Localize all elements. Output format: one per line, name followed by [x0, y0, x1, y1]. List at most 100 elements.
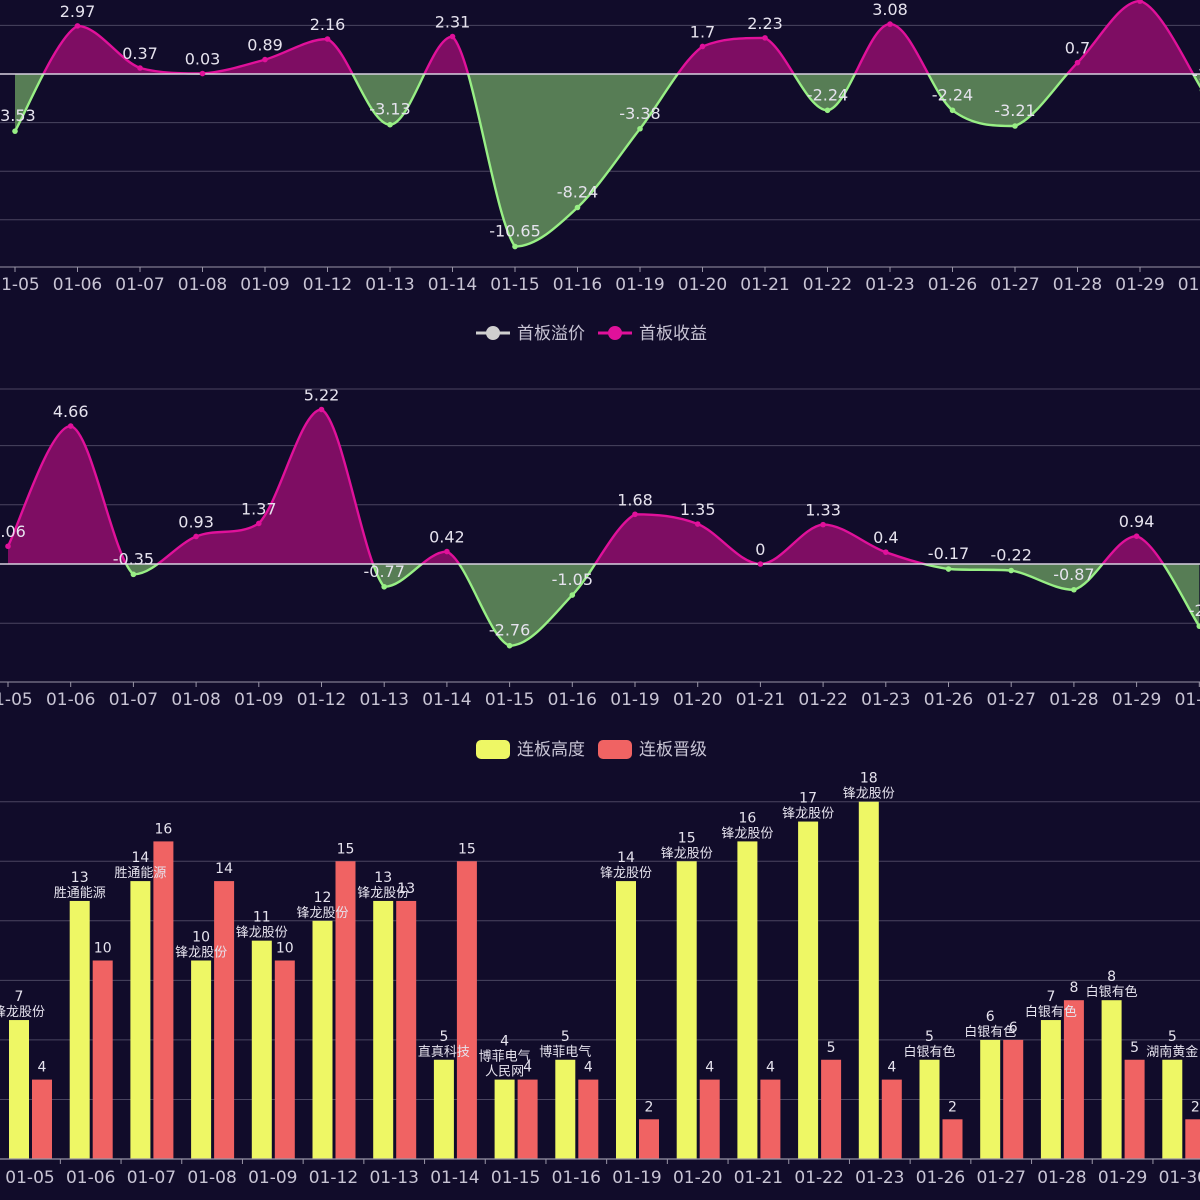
data-point	[945, 566, 952, 572]
x-tick-label: 01-26	[924, 690, 973, 710]
x-tick-label: 01-15	[491, 1168, 540, 1188]
x-tick-label: 01-08	[171, 690, 220, 710]
bar-value-label: 5	[1130, 1040, 1139, 1056]
bar-height	[251, 940, 272, 1159]
data-label: -1.	[1192, 65, 1200, 84]
premium-area-chart: -3.53 2.97 0.37 0.03 0.89 2.16 -3.13 2.31 -10.65…	[0, 0, 1200, 295]
bar-value-label: 5	[827, 1040, 836, 1056]
data-point	[632, 511, 638, 518]
x-tick-label: 01-26	[928, 275, 977, 295]
bar-promotion	[639, 1119, 659, 1159]
data-label: 0.94	[1119, 512, 1155, 531]
bar-stock-label: 锋龙股份	[600, 866, 652, 881]
bar-value-label: 4	[500, 1034, 509, 1050]
streak-bar-chart: 7锋龙股份401-0513胜通能源1001-0614胜通能源1601-0710锋…	[0, 771, 1200, 1188]
bar-value-label: 4	[887, 1060, 896, 1076]
x-tick-label: 01-23	[865, 275, 914, 295]
bar-value-label: 10	[94, 941, 112, 957]
bar-promotion	[396, 900, 417, 1159]
x-tick-label: 01-05	[5, 1168, 54, 1188]
x-tick-label: 01-21	[736, 690, 785, 710]
legend-rect-icon	[476, 740, 510, 759]
x-tick-label: 01-07	[115, 275, 164, 295]
bar-value-label: 16	[738, 810, 756, 826]
x-tick-label: 01-09	[234, 690, 283, 710]
bar-height	[312, 920, 333, 1159]
x-tick-label: 01-22	[798, 690, 847, 710]
bar-height	[676, 861, 697, 1159]
data-point	[324, 36, 331, 42]
x-tick-label: 01-19	[612, 1168, 661, 1188]
bar-value-label: 2	[645, 1099, 654, 1115]
x-tick-label: 01-07	[109, 690, 158, 710]
bar-height	[373, 900, 394, 1159]
area-fill-negative	[8, 564, 1200, 646]
bar-promotion	[153, 841, 174, 1159]
legend-label: 连板晋级	[639, 740, 707, 760]
bar-stock-label: 直真科技	[418, 1045, 470, 1060]
x-tick-label: 01-30	[1159, 1168, 1200, 1188]
data-point	[387, 121, 393, 128]
data-label: -0.77	[363, 562, 404, 581]
data-label: 4.66	[53, 402, 89, 421]
bar-value-label: 7	[1046, 989, 1055, 1005]
bar-stock-label: 胜通能源	[54, 886, 106, 901]
bar-height	[494, 1079, 515, 1159]
data-label: 1.37	[241, 499, 277, 518]
bar-promotion	[274, 960, 295, 1159]
bar-promotion	[456, 861, 477, 1159]
x-tick-label: 01-13	[365, 275, 414, 295]
bar-promotion	[1063, 1000, 1084, 1159]
bar-value-label: 4	[38, 1060, 47, 1076]
bar-stock-label: 胜通能源	[114, 866, 166, 881]
data-point	[1008, 567, 1014, 574]
data-label: -3.21	[994, 101, 1035, 120]
data-label: -0.87	[1053, 565, 1094, 584]
data-point	[883, 549, 889, 555]
data-point	[74, 23, 81, 29]
data-point	[824, 107, 831, 114]
x-tick-label: 01-06	[46, 690, 95, 710]
bar-value-label: 10	[192, 930, 210, 946]
x-tick-label: 01-05	[0, 275, 40, 295]
data-point	[1133, 533, 1140, 539]
data-label: 2.16	[310, 15, 346, 34]
bar-stock-label: 白银有色	[1086, 984, 1138, 1000]
data-point	[318, 406, 325, 413]
bar-value-label: 18	[860, 771, 878, 787]
series-line-positive	[41, 0, 1195, 74]
data-point	[1071, 586, 1077, 593]
legend-label: 首板收益	[639, 324, 707, 344]
x-tick-label: 01-23	[855, 1168, 904, 1188]
x-tick-label: 01-09	[248, 1168, 297, 1188]
bar-promotion	[32, 1079, 52, 1159]
x-tick-label: 01-14	[428, 275, 477, 295]
bar-value-label: 4	[705, 1060, 714, 1076]
bar-height	[1101, 1000, 1122, 1159]
data-label: -2.76	[489, 621, 530, 640]
data-label: -0.17	[928, 544, 969, 563]
bar-value-label: 5	[925, 1029, 934, 1045]
x-tick-label: 01-20	[673, 690, 722, 710]
bar-value-label: 4	[584, 1060, 593, 1076]
x-tick-label: 01-16	[552, 1168, 601, 1188]
data-label: -2.	[1189, 601, 1200, 620]
data-label: 0.37	[122, 44, 158, 63]
x-tick-label: 01-12	[309, 1168, 358, 1188]
bar-stock-label: 锋龙股份	[721, 826, 773, 841]
x-tick-label: 01-23	[861, 690, 910, 710]
bar-height	[9, 1020, 29, 1159]
legend-area-chart[interactable]: 首板溢价 首板收益	[476, 324, 707, 344]
bar-value-label: 11	[253, 910, 271, 926]
data-label: -3.13	[369, 100, 410, 119]
data-label: 0	[755, 540, 765, 559]
legend-bar-chart[interactable]: 连板高度 连板晋级	[476, 740, 707, 760]
x-tick-label: 01-12	[297, 690, 346, 710]
x-tick-label: 01-07	[127, 1168, 176, 1188]
area-fill-positive	[8, 409, 1200, 564]
data-label: 1.33	[805, 501, 841, 520]
x-tick-label: 01-28	[1053, 275, 1102, 295]
x-tick-label: 01-22	[803, 275, 852, 295]
data-point	[512, 243, 518, 250]
